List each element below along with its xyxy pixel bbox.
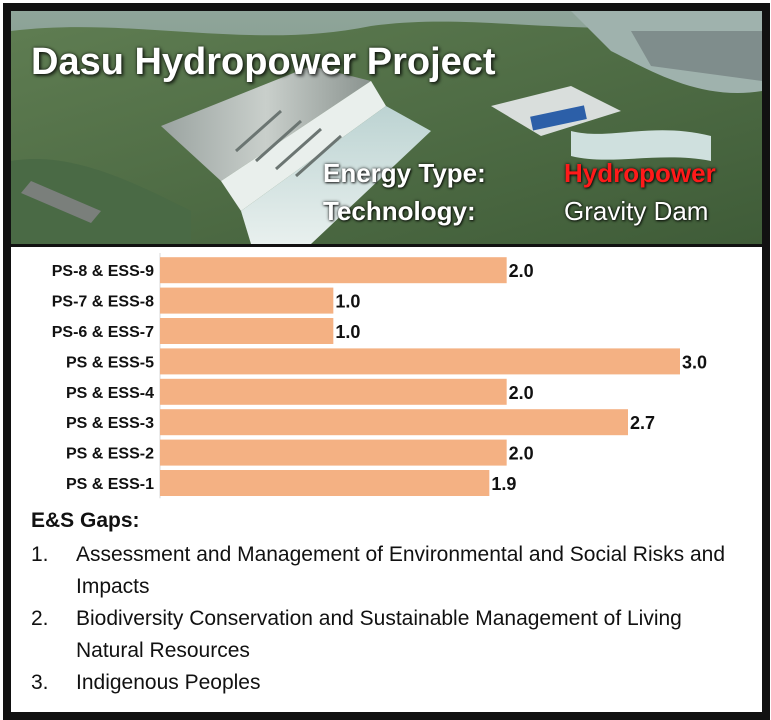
bar-value-label: 2.0: [509, 383, 534, 403]
score-bar-chart: PS-8 & ESS-9 2.0 PS-7 & ESS-8 1.0 PS-6 & ESS…: [52, 253, 707, 499]
bar-value-label: 2.7: [630, 413, 655, 433]
bar-value-label: 3.0: [682, 352, 707, 372]
bar: [160, 257, 507, 284]
card-frame: Dasu Hydropower Project Energy Type: Hyd…: [3, 3, 770, 720]
technology-label: Technology:: [323, 196, 476, 226]
es-gaps-heading: E&S Gaps:: [31, 509, 140, 532]
bar: [160, 470, 490, 496]
category-tick-label: PS & ESS-3: [66, 415, 154, 432]
header-banner: Dasu Hydropower Project Energy Type: Hyd…: [11, 11, 762, 244]
category-tick-label: PS & ESS-4: [66, 385, 154, 402]
list-item: 2. Biodiversity Conservation and Sustain…: [31, 603, 751, 667]
project-title: Dasu Hydropower Project: [31, 41, 496, 83]
list-item: 3. Indigenous Peoples: [31, 667, 751, 699]
category-tick-label: PS-8 & ESS-9: [52, 263, 154, 280]
section-divider: [11, 244, 762, 247]
bar-value-label: 1.0: [335, 292, 360, 312]
technology-value: Gravity Dam: [564, 196, 709, 226]
list-item-text: Indigenous Peoples: [76, 671, 261, 694]
es-gaps-list: 1. Assessment and Management of Environm…: [31, 539, 751, 699]
energy-type-value: Hydropower: [564, 158, 716, 188]
bar: [160, 439, 507, 466]
category-tick-label: PS & ESS-5: [66, 354, 154, 371]
list-item-text: Assessment and Management of Environment…: [76, 543, 726, 598]
bar: [160, 378, 507, 405]
list-item-number: 3.: [31, 671, 49, 694]
list-item: 1. Assessment and Management of Environm…: [31, 539, 751, 603]
category-tick-label: PS-7 & ESS-8: [52, 294, 154, 311]
bar-value-label: 1.9: [491, 474, 516, 494]
bar-value-label: 1.0: [335, 322, 360, 342]
list-item-number: 1.: [31, 543, 49, 566]
bar-value-label: 2.0: [509, 261, 534, 281]
energy-type-label: Energy Type:: [323, 158, 486, 188]
bar: [160, 348, 680, 375]
es-gaps-section: E&S Gaps: 1. Assessment and Management o…: [31, 509, 751, 699]
category-tick-label: PS & ESS-1: [66, 476, 154, 493]
dam-photo-illustration: [11, 11, 762, 244]
list-item-text: Biodiversity Conservation and Sustainabl…: [76, 607, 682, 662]
list-item-number: 2.: [31, 607, 49, 630]
bar-value-label: 2.0: [509, 444, 534, 464]
bar: [160, 318, 334, 344]
category-tick-label: PS & ESS-2: [66, 446, 154, 463]
category-tick-label: PS-6 & ESS-7: [52, 324, 154, 341]
bar: [160, 409, 628, 436]
bar: [160, 287, 334, 314]
